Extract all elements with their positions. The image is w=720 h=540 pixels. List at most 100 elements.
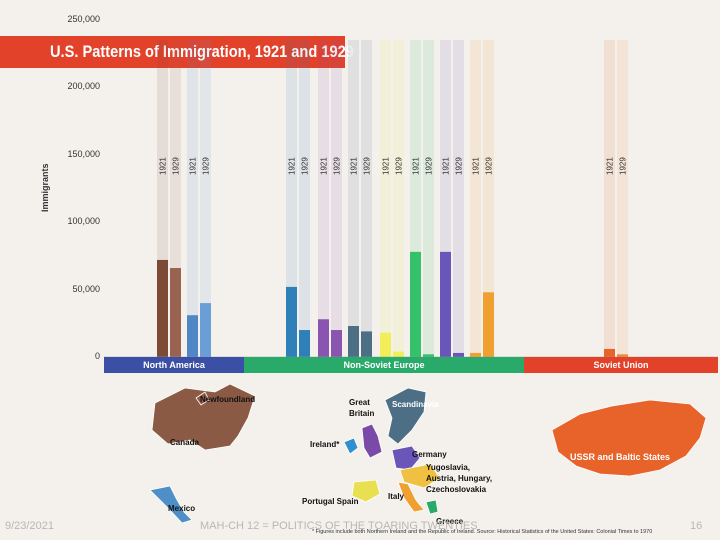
- column-stripe: [380, 40, 391, 357]
- column-year-label: 1921: [189, 157, 198, 175]
- region-band-non-soviet-europe: Non-Soviet Europe: [244, 357, 524, 373]
- column-year-label: 1921: [350, 157, 359, 175]
- column-year-label: 1921: [320, 157, 329, 175]
- column-stripe: [157, 40, 168, 357]
- greece-map: [425, 499, 439, 515]
- bar-great-britain-1929: [331, 330, 342, 357]
- iberia-map: [351, 479, 381, 503]
- column-stripe: [470, 40, 481, 357]
- column-year-label: 1929: [363, 157, 372, 175]
- column-year-label: 1921: [442, 157, 451, 175]
- bar-ussr-and-baltic-states-1929: [617, 354, 628, 357]
- yugoslavia-label: Yugoslavia, Austria, Hungary, Czechoslov…: [426, 463, 493, 494]
- column-stripe: [170, 40, 181, 357]
- column-year-label: 1921: [412, 157, 421, 175]
- mexico-label: Mexico: [168, 504, 196, 513]
- bar-italy-1929: [483, 292, 494, 357]
- bar-scandinavia-1929: [361, 331, 372, 357]
- column-stripe: [187, 40, 198, 357]
- bar-ireland-1921: [286, 286, 297, 357]
- column-stripe: [200, 40, 211, 357]
- bar-greece-1921: [410, 251, 421, 357]
- austria-group-map: [399, 463, 441, 489]
- column-stripe: [393, 40, 404, 357]
- bar-italy-1921: [470, 352, 481, 357]
- column-stripe: [299, 40, 310, 357]
- bar-greece-1929: [423, 354, 434, 357]
- footer-title: MAH-CH 12 = POLITICS OF THE TOARING TWEN…: [200, 520, 478, 532]
- bar-great-britain-1921: [318, 319, 329, 357]
- bar-ussr-and-baltic-states-1921: [604, 348, 615, 357]
- column-year-label: 1929: [301, 157, 310, 175]
- italy-map: [397, 481, 425, 513]
- bar-ireland-1929: [299, 330, 310, 357]
- bar-mexico-1929: [200, 303, 211, 357]
- column-stripe: [617, 40, 628, 357]
- column-year-label: 1921: [382, 157, 391, 175]
- ireland-map: [343, 437, 359, 455]
- column-stripe: [410, 40, 421, 357]
- y-tick-label: 200,000: [67, 81, 100, 92]
- canada-label: Canada: [170, 438, 199, 447]
- great-britain-map: [361, 423, 383, 459]
- column-stripe: [440, 40, 451, 357]
- footer-page: 16: [690, 520, 703, 532]
- newfoundland-label: Newfoundland: [200, 395, 256, 404]
- germany-map: [391, 445, 421, 471]
- column-year-label: 1929: [202, 157, 211, 175]
- italy-label: Italy: [388, 492, 405, 501]
- ussr-map: [551, 399, 707, 477]
- y-tick-label: 150,000: [67, 148, 100, 159]
- great-britain-label: Great Britain: [349, 398, 375, 418]
- column-year-label: 1921: [606, 157, 615, 175]
- bar-germany-1921: [440, 251, 451, 357]
- column-year-label: 1929: [333, 157, 342, 175]
- bar-mexico-1921: [187, 315, 198, 357]
- column-stripe: [318, 40, 329, 357]
- mexico-map: [149, 485, 193, 524]
- scandinavia-map: [384, 387, 427, 445]
- germany-label: Germany: [412, 450, 447, 459]
- column-year-label: 1929: [485, 157, 494, 175]
- column-year-label: 1929: [395, 157, 404, 175]
- column-stripe: [286, 40, 297, 357]
- y-tick-label: 0: [94, 351, 100, 361]
- canada-map: [151, 383, 256, 451]
- column-stripe: [453, 40, 464, 357]
- bar-chart: 1921 1929 1921 1929 1921 1929 1921 1929 1921 1929…: [104, 40, 718, 358]
- column-stripe: [361, 40, 372, 357]
- column-stripe: [423, 40, 434, 357]
- chart-title: U.S. Patterns of Immigration, 1921 and 1…: [50, 42, 354, 61]
- y-tick-label: 100,000: [67, 216, 100, 227]
- column-year-label: 1921: [288, 157, 297, 175]
- column-year-label: 1921: [472, 157, 481, 175]
- scandinavia-label: Scandinavia: [392, 400, 439, 409]
- column-stripe: [483, 40, 494, 357]
- column-stripe: [331, 40, 342, 357]
- column-year-label: 1929: [619, 157, 628, 175]
- column-year-label: 1929: [172, 157, 181, 175]
- bar-portugal-spain-1929: [393, 351, 404, 357]
- column-stripe: [604, 40, 615, 357]
- column-year-label: 1929: [425, 157, 434, 175]
- ireland-label: Ireland*: [310, 440, 340, 449]
- newfoundland-map: [195, 391, 210, 406]
- region-band-soviet-union: Soviet Union: [524, 357, 718, 373]
- bar-germany-1929: [453, 352, 464, 357]
- portugal-spain-label: Portugal Spain: [302, 497, 359, 506]
- bar-canada-1921: [157, 259, 168, 357]
- column-stripe: [348, 40, 359, 357]
- bar-scandinavia-1921: [348, 325, 359, 357]
- maps: [149, 383, 707, 524]
- column-year-label: 1929: [455, 157, 464, 175]
- footer-date: 9/23/2021: [5, 520, 54, 532]
- greece-label: Greece: [436, 517, 464, 526]
- bar-portugal-spain-1921: [380, 332, 391, 357]
- column-year-label: 1921: [159, 157, 168, 175]
- bar-canada-1929: [170, 268, 181, 357]
- y-tick-label: 50,000: [72, 283, 100, 294]
- title-bar: [0, 36, 345, 68]
- footnote: * Figures include both Northern Ireland …: [312, 529, 653, 535]
- ussr-label: USSR and Baltic States: [570, 452, 671, 462]
